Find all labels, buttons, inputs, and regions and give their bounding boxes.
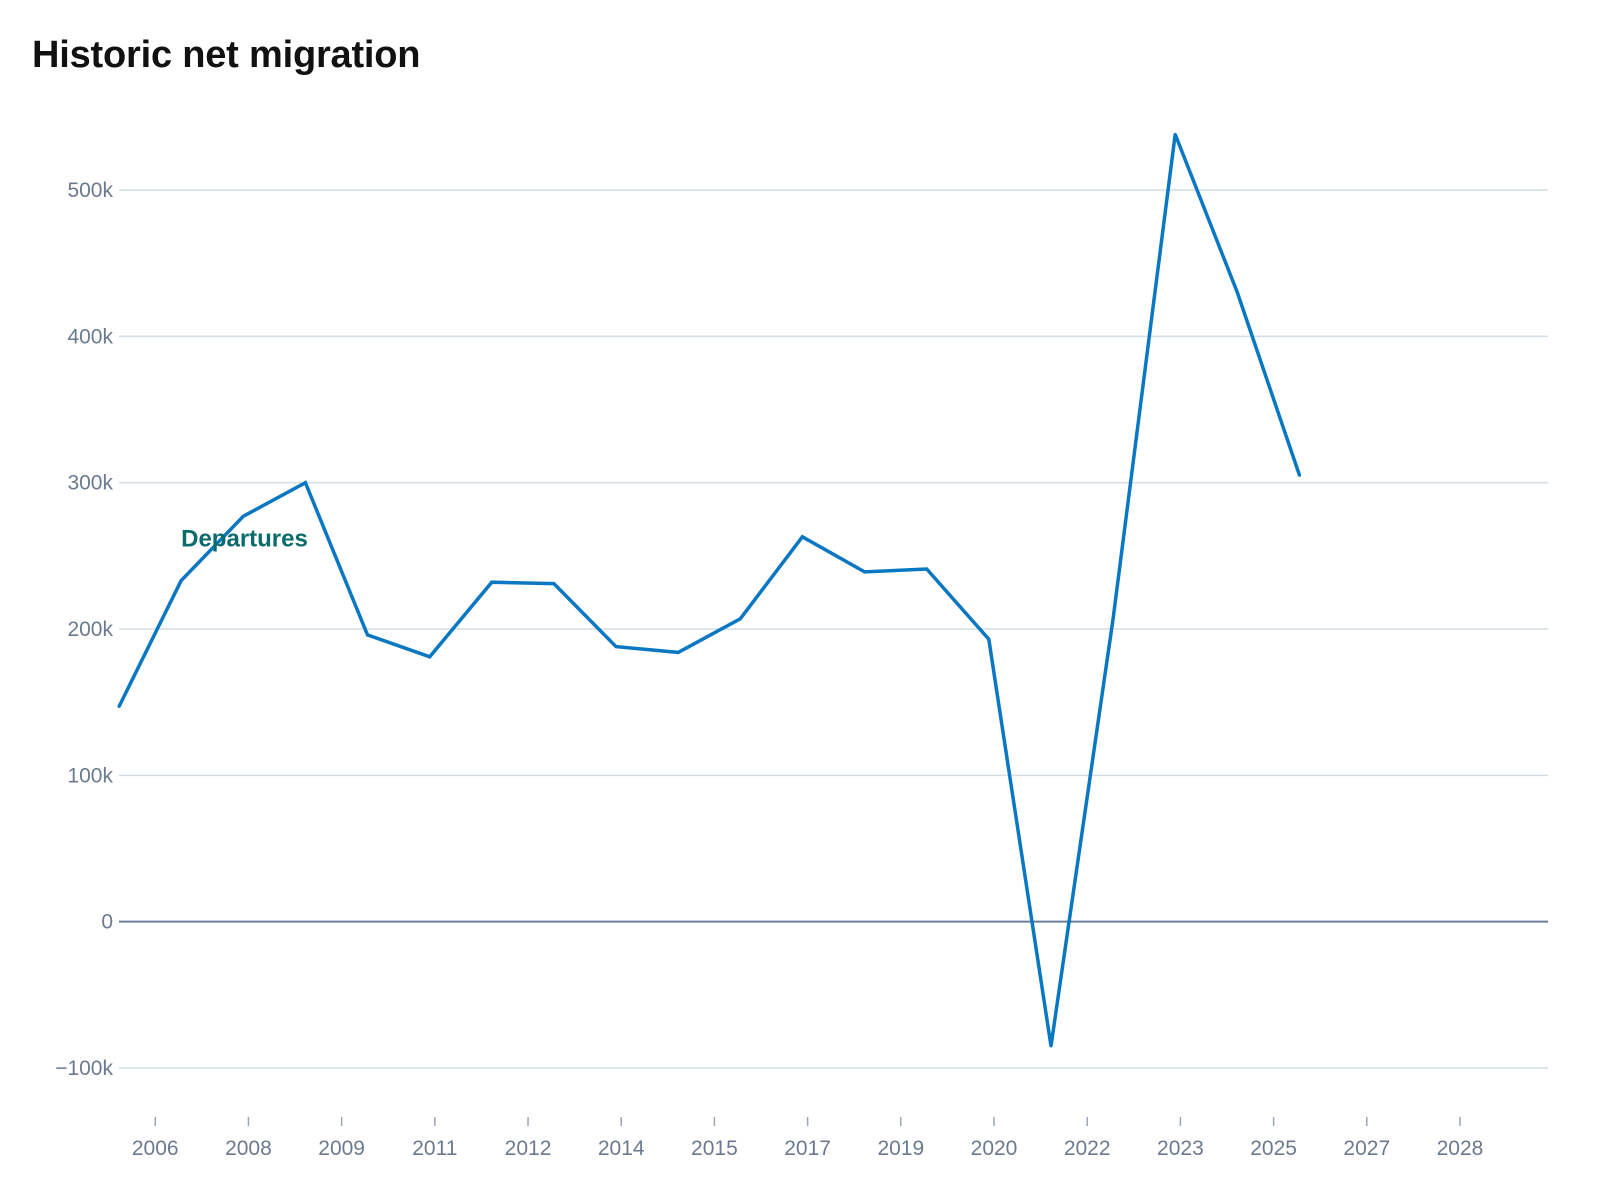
series-line	[117, 133, 1302, 1047]
x-tick-label: 2009	[318, 1137, 365, 1160]
y-tick-label: 100k	[67, 764, 113, 787]
data-point	[1297, 473, 1301, 477]
x-tick-label: 2015	[691, 1137, 738, 1160]
data-point	[863, 570, 867, 574]
series-labels: Departures	[181, 526, 308, 553]
x-tick-label: 2028	[1437, 1137, 1484, 1160]
data-point	[987, 637, 991, 641]
data-point	[676, 650, 680, 654]
data-point	[925, 567, 929, 571]
data-point	[241, 514, 245, 518]
data-point	[614, 645, 618, 649]
y-tick-label: 400k	[67, 325, 113, 348]
x-tick-label: 2008	[225, 1137, 272, 1160]
data-point	[490, 580, 494, 584]
x-tick-label: 2022	[1064, 1137, 1111, 1160]
x-tick-label: 2020	[971, 1137, 1018, 1160]
y-tick-label: 300k	[67, 472, 113, 495]
data-point	[117, 705, 121, 709]
x-tick-label: 2025	[1250, 1137, 1297, 1160]
data-point	[428, 655, 432, 659]
x-tick-label: 2019	[877, 1137, 924, 1160]
series-lines	[117, 132, 1302, 1048]
chart-title: Historic net migration	[32, 34, 421, 76]
x-tick-label: 2011	[412, 1137, 457, 1160]
x-axis-ticks: 2006 2008 2009 2011 2012 2014 2015 2017 2019 2020…	[132, 1117, 1483, 1160]
x-tick-label: 2027	[1343, 1137, 1390, 1160]
y-axis-tick-labels: −100k 0 100k 200k 300k 400k 500k	[55, 179, 113, 1080]
x-tick-label: 2006	[132, 1137, 179, 1160]
data-point	[366, 633, 370, 637]
y-tick-label: 500k	[67, 179, 113, 202]
gridlines	[119, 189, 1548, 1069]
data-point	[1111, 617, 1115, 621]
data-point	[179, 579, 183, 583]
y-tick-label: −100k	[55, 1057, 113, 1080]
data-point	[1049, 1044, 1053, 1048]
y-tick-label: 200k	[67, 618, 113, 641]
x-tick-label: 2023	[1157, 1137, 1204, 1160]
x-tick-label: 2012	[505, 1137, 552, 1160]
data-point	[738, 617, 742, 621]
series-label-departures: Departures	[181, 526, 308, 553]
data-point	[303, 481, 307, 485]
x-tick-label: 2017	[784, 1137, 831, 1160]
data-point	[1173, 132, 1177, 136]
data-point	[800, 535, 804, 539]
y-tick-label: 0	[101, 911, 113, 934]
x-tick-label: 2014	[598, 1137, 645, 1160]
data-point	[552, 582, 556, 586]
data-point	[1235, 290, 1239, 294]
